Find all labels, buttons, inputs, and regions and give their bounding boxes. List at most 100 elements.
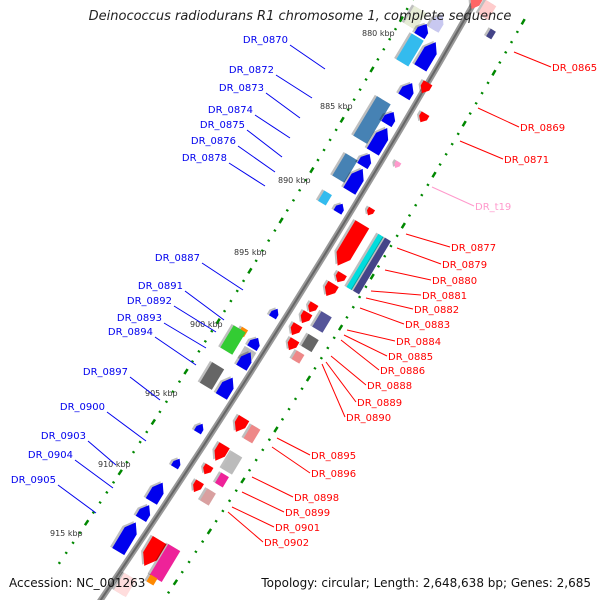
reverse-gene[interactable]	[329, 219, 370, 270]
gene-box[interactable]	[289, 349, 305, 364]
reverse-gene[interactable]	[229, 413, 250, 435]
gene-box[interactable]	[111, 571, 137, 598]
gene-box[interactable]	[394, 32, 424, 67]
gene-label-dr_0886[interactable]: DR_0886	[380, 366, 425, 377]
forward-gene[interactable]	[331, 200, 346, 215]
gene-label-dr_0901[interactable]: DR_0901	[275, 523, 320, 534]
gene-label-dr_0874[interactable]: DR_0874	[208, 105, 253, 116]
gene-label-dr_0882[interactable]: DR_0882	[414, 305, 459, 316]
forward-gene[interactable]	[426, 10, 448, 33]
gene-label-dr_0895[interactable]: DR_0895	[311, 451, 356, 462]
reverse-gene[interactable]	[331, 269, 347, 285]
gene-label-dr_0887[interactable]: DR_0887	[155, 253, 200, 264]
forward-gene[interactable]	[364, 123, 394, 156]
forward-gene[interactable]	[341, 164, 369, 195]
gene-label-dr_0881[interactable]: DR_0881	[422, 291, 467, 302]
gene-box[interactable]	[218, 323, 246, 355]
gene-label-dr_0891[interactable]: DR_0891	[138, 281, 183, 292]
gene-box[interactable]	[147, 542, 181, 583]
forward-gene[interactable]	[412, 20, 432, 40]
gene-label-dr_0898[interactable]: DR_0898	[294, 493, 339, 504]
gene-label-dr_0877[interactable]: DR_0877	[451, 243, 496, 254]
gene-label-dr_0903[interactable]: DR_0903	[41, 431, 86, 442]
forward-gene[interactable]	[412, 37, 442, 72]
gene-label-dr_0876[interactable]: DR_0876	[191, 136, 236, 147]
gene-label-dr_0900[interactable]: DR_0900	[60, 402, 105, 413]
reverse-gene[interactable]	[465, 0, 483, 12]
reverse-gene[interactable]	[319, 279, 339, 299]
gene-label-dr_0897[interactable]: DR_0897	[83, 367, 128, 378]
gene-box[interactable]	[144, 573, 158, 586]
gene-label-dr_0883[interactable]: DR_0883	[405, 320, 450, 331]
reverse-gene[interactable]	[415, 78, 433, 96]
forward-gene[interactable]	[355, 150, 375, 170]
reverse-gene[interactable]	[282, 335, 300, 353]
forward-gene[interactable]	[213, 373, 239, 400]
gene-label-dr_0902[interactable]: DR_0902	[264, 538, 309, 549]
gene-label-dr_0889[interactable]: DR_0889	[357, 398, 402, 409]
gene-box[interactable]	[219, 450, 243, 475]
gene-box[interactable]	[299, 332, 319, 353]
gene-box[interactable]	[197, 360, 225, 390]
forward-gene[interactable]	[191, 420, 206, 435]
gene-label-dr_0899[interactable]: DR_0899	[285, 508, 330, 519]
gene-box[interactable]	[310, 309, 332, 333]
gene-label-dr_0904[interactable]: DR_0904	[28, 450, 73, 461]
reverse-gene[interactable]	[390, 159, 402, 169]
tick-mark	[352, 98, 356, 102]
gene-label-dr_0871[interactable]: DR_0871	[504, 155, 549, 166]
gene-box[interactable]	[344, 232, 384, 291]
gene-label-dr_0875[interactable]: DR_0875	[200, 120, 245, 131]
gene-label-dr_0890[interactable]: DR_0890	[346, 413, 391, 424]
reverse-gene[interactable]	[414, 110, 430, 124]
gene-label-dr_0885[interactable]: DR_0885	[388, 352, 433, 363]
gene-box[interactable]	[350, 236, 391, 295]
gene-box[interactable]	[475, 0, 497, 20]
gene-box[interactable]	[241, 423, 261, 444]
tick-mark	[215, 317, 221, 325]
gene-body	[170, 458, 181, 470]
gene-label-dr_0872[interactable]: DR_0872	[229, 65, 274, 76]
reverse-gene[interactable]	[363, 205, 376, 217]
gene-label-dr_0892[interactable]: DR_0892	[127, 296, 172, 307]
gene-label-dr_0869[interactable]: DR_0869	[520, 123, 565, 134]
reverse-gene[interactable]	[285, 320, 303, 338]
gene-box[interactable]	[315, 189, 332, 206]
forward-gene[interactable]	[234, 348, 256, 371]
forward-gene[interactable]	[133, 501, 155, 522]
gene-label-dr_0880[interactable]: DR_0880	[432, 276, 477, 287]
reverse-gene[interactable]	[295, 308, 313, 326]
gene-label-dr_0905[interactable]: DR_0905	[11, 475, 56, 486]
gene-label-dr_0893[interactable]: DR_0893	[117, 313, 162, 324]
gene-label-dr_0870[interactable]: DR_0870	[243, 35, 288, 46]
gene-box[interactable]	[401, 4, 427, 31]
gene-box[interactable]	[212, 471, 229, 488]
gene-label-dr_0865[interactable]: DR_0865	[552, 63, 597, 74]
reverse-gene[interactable]	[303, 300, 319, 314]
forward-gene[interactable]	[168, 455, 183, 470]
gene-label-dr_0873[interactable]: DR_0873	[219, 83, 264, 94]
forward-gene[interactable]	[379, 108, 399, 128]
gene-label-dr_0894[interactable]: DR_0894	[108, 327, 153, 338]
gene-label-dr_0888[interactable]: DR_0888	[367, 381, 412, 392]
forward-gene[interactable]	[143, 478, 169, 505]
reverse-gene[interactable]	[208, 440, 230, 464]
forward-gene[interactable]	[266, 305, 281, 320]
reverse-gene[interactable]	[188, 478, 204, 494]
gene-label-dr_0878[interactable]: DR_0878	[182, 153, 227, 164]
reverse-gene[interactable]	[198, 462, 214, 476]
gene-label-dr_0896[interactable]: DR_0896	[311, 469, 356, 480]
forward-gene[interactable]	[110, 518, 142, 556]
gene-label-dr_0884[interactable]: DR_0884	[396, 337, 441, 348]
gene-box[interactable]	[330, 151, 358, 183]
tick-mark	[206, 528, 213, 535]
gene-label-dr_t19[interactable]: DR_t19	[475, 202, 511, 213]
gene-box[interactable]	[351, 94, 391, 144]
gene-label-dr_0879[interactable]: DR_0879	[442, 260, 487, 271]
reverse-gene[interactable]	[135, 534, 167, 570]
gene-box[interactable]	[483, 27, 496, 40]
forward-gene[interactable]	[245, 334, 263, 351]
gene-box[interactable]	[197, 487, 216, 506]
forward-gene[interactable]	[396, 79, 418, 101]
